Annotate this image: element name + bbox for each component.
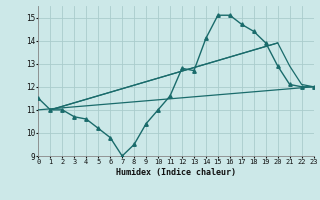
X-axis label: Humidex (Indice chaleur): Humidex (Indice chaleur) (116, 168, 236, 177)
